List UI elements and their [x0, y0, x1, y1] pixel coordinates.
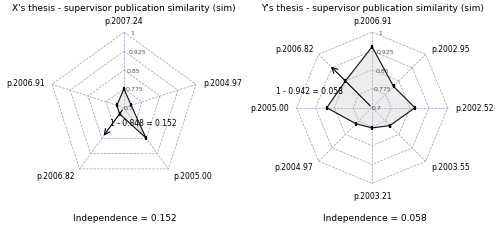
Text: 1: 1: [378, 31, 382, 36]
Text: p.2004.97: p.2004.97: [274, 162, 314, 171]
Text: Independence = 0.058: Independence = 0.058: [323, 213, 427, 222]
Text: p.2006.82: p.2006.82: [275, 45, 314, 54]
Text: p.2005.00: p.2005.00: [250, 104, 289, 113]
Text: 1 - 0.848 = 0.152: 1 - 0.848 = 0.152: [110, 118, 176, 127]
Text: 0.775: 0.775: [126, 87, 144, 92]
Text: p.2006.91: p.2006.91: [353, 17, 392, 25]
Text: 0.925: 0.925: [128, 49, 146, 54]
Text: p.2004.97: p.2004.97: [203, 78, 242, 87]
Text: Independence = 0.152: Independence = 0.152: [73, 213, 177, 222]
Polygon shape: [117, 89, 146, 138]
Text: p.2005.00: p.2005.00: [173, 171, 212, 180]
Text: 0.7: 0.7: [372, 106, 382, 111]
Text: p.2002.52: p.2002.52: [456, 104, 494, 113]
Text: 1 - 0.942 = 0.058: 1 - 0.942 = 0.058: [276, 87, 344, 96]
Text: 0.925: 0.925: [376, 49, 394, 54]
Text: p.2002.95: p.2002.95: [431, 45, 470, 54]
Text: 0.85: 0.85: [127, 68, 140, 73]
Text: p.2007.24: p.2007.24: [104, 17, 144, 25]
Title: X's thesis - supervisor publication similarity (sim): X's thesis - supervisor publication simi…: [12, 4, 236, 13]
Text: p.2006.91: p.2006.91: [6, 78, 45, 87]
Text: p.2006.82: p.2006.82: [36, 171, 75, 180]
Text: p.2003.55: p.2003.55: [431, 162, 470, 171]
Text: p.2003.21: p.2003.21: [353, 191, 392, 200]
Polygon shape: [326, 47, 415, 128]
Title: Y's thesis - supervisor publication similarity (sim): Y's thesis - supervisor publication simi…: [260, 4, 484, 13]
Text: 0.775: 0.775: [374, 87, 392, 92]
Text: 0.85: 0.85: [375, 68, 389, 73]
Text: 0.7: 0.7: [124, 106, 134, 111]
Text: 1: 1: [130, 31, 134, 36]
